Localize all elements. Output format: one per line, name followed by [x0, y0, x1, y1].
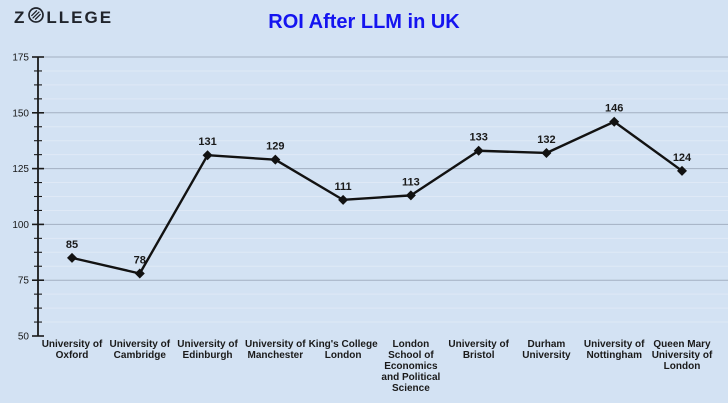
- logo-text-prefix: Z: [14, 7, 27, 27]
- data-point-label: 113: [402, 176, 420, 188]
- data-point-label: 85: [66, 239, 78, 251]
- zollege-logo: Z LLEGE: [14, 6, 113, 29]
- data-point-marker: [609, 116, 620, 127]
- x-category-label: University of Edinburgh: [177, 339, 238, 361]
- data-point-label: 129: [266, 141, 284, 153]
- data-point-marker: [473, 145, 484, 156]
- data-point-marker: [338, 194, 349, 205]
- y-tick-label: 75: [18, 276, 30, 287]
- data-point-marker: [270, 154, 281, 165]
- data-point-label: 133: [469, 132, 487, 144]
- x-category-label: King's College London: [309, 339, 378, 361]
- x-category-label: Queen Mary University of London: [652, 339, 713, 372]
- data-point-marker: [202, 150, 213, 161]
- data-point-marker: [541, 147, 552, 158]
- x-category-label: University of Cambridge: [109, 339, 170, 361]
- chart-title: ROI After LLM in UK: [268, 11, 460, 33]
- y-tick-label: 50: [18, 332, 30, 343]
- x-category-label: Durham University: [522, 339, 571, 361]
- data-point-label: 131: [198, 136, 216, 148]
- slashed-o-icon: [27, 6, 45, 29]
- data-point-marker: [677, 165, 687, 176]
- x-category-label: University of Manchester: [245, 339, 306, 361]
- data-point-label: 146: [605, 103, 623, 115]
- data-point-marker: [134, 268, 145, 279]
- y-tick-label: 150: [12, 108, 29, 119]
- data-point-label: 78: [134, 255, 146, 267]
- x-category-label: University of Bristol: [448, 339, 509, 361]
- x-category-label: University of Oxford: [42, 339, 103, 361]
- y-tick-label: 175: [12, 53, 29, 64]
- y-tick-label: 100: [12, 220, 29, 231]
- data-point-label: 111: [335, 181, 352, 193]
- y-tick-label: 125: [12, 164, 29, 175]
- data-point-marker: [405, 190, 416, 201]
- x-category-label: London School of Economics and Political Sci…: [381, 339, 440, 394]
- data-line: [70, 120, 684, 275]
- data-point-marker: [67, 252, 77, 263]
- x-category-label: University of Nottingham: [584, 339, 645, 361]
- logo-text-suffix: LLEGE: [46, 7, 114, 27]
- data-point-label: 124: [673, 152, 692, 164]
- data-point-label: 132: [537, 134, 555, 146]
